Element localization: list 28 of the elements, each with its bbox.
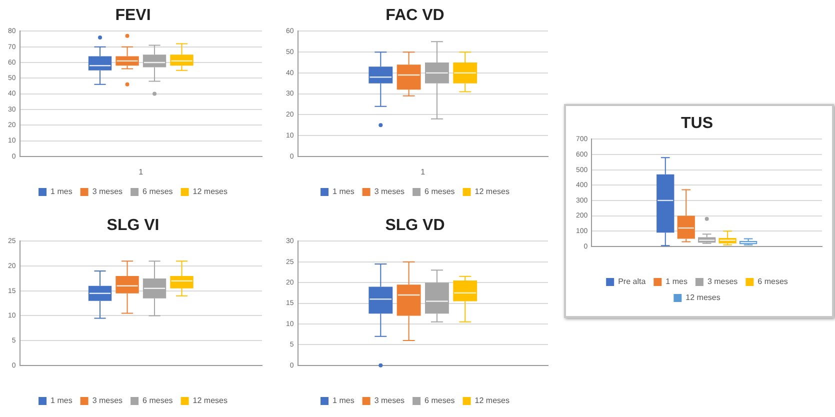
legend-label: 12 meses [192, 396, 228, 406]
legend-label: 1 mes [332, 396, 354, 406]
legend-label: 12 meses [192, 187, 228, 196]
legend-label: 12 meses [686, 293, 720, 302]
legend-label: 1 mes [666, 277, 688, 286]
legend-label: Pre alta [618, 277, 646, 286]
legend-label: 6 meses [142, 396, 173, 406]
legend-label: 1 mes [50, 396, 72, 406]
legend-label: 6 meses [142, 187, 173, 196]
legend-label: 12 meses [474, 396, 510, 406]
legend-label: 1 mes [50, 187, 72, 196]
legend-label: 12 meses [474, 187, 510, 196]
legend-label: 6 meses [758, 277, 788, 286]
chart-title: TUS [681, 115, 714, 132]
legend-label: 6 meses [424, 396, 455, 406]
legend-label: 1 mes [332, 187, 354, 196]
legend-label: 3 meses [92, 187, 123, 196]
legend-label: 3 meses [374, 187, 405, 196]
chart-title: SLG VI [106, 217, 160, 234]
x-tick-label: 1 [138, 167, 144, 176]
legend-label: 6 meses [424, 187, 455, 196]
chart-title: SLG VD [385, 217, 445, 234]
chart-title: FAC VD [386, 7, 444, 24]
legend-label: 3 meses [374, 396, 405, 406]
x-tick-label: 1 [420, 167, 426, 176]
legend-label: 3 meses [707, 277, 738, 286]
chart-title: FEVI [115, 7, 151, 24]
legend-label: 3 meses [92, 396, 123, 406]
